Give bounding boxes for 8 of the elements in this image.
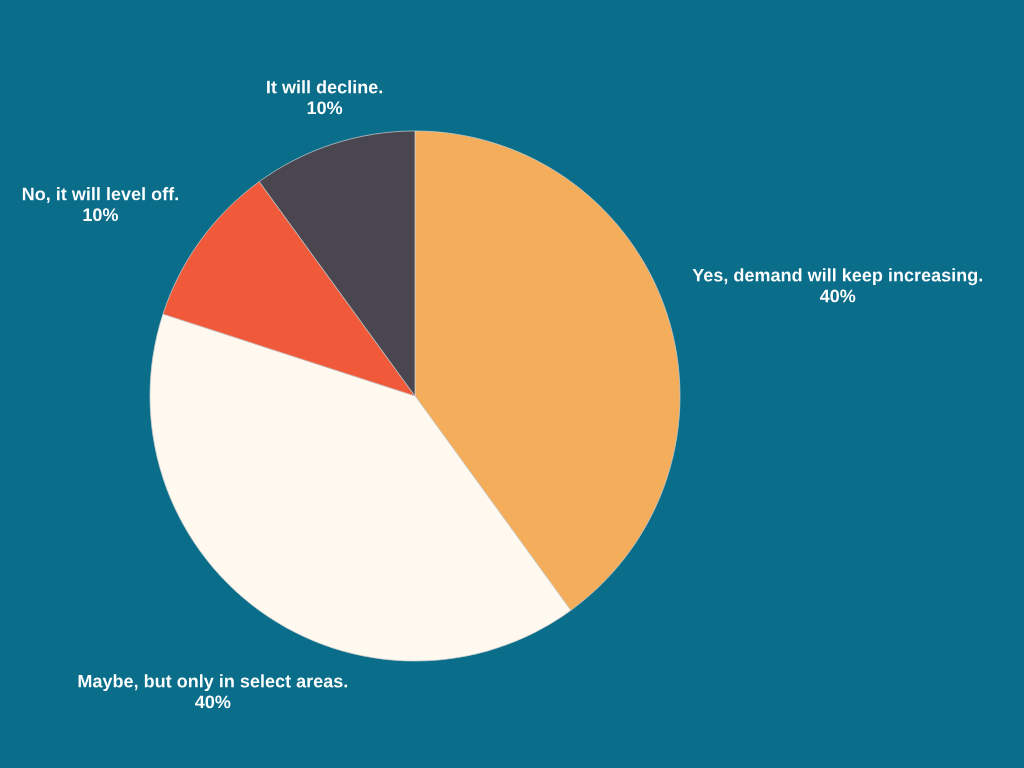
slice-label: Maybe, but only in select areas. bbox=[78, 674, 348, 692]
data-label: 10% bbox=[307, 101, 343, 115]
data-label: 40% bbox=[195, 695, 231, 709]
slice-label: Yes, demand will keep increasing. bbox=[692, 268, 983, 286]
data-label: 10% bbox=[83, 208, 119, 222]
data-label: 40% bbox=[819, 289, 856, 303]
slice-label: It will decline. bbox=[267, 80, 383, 94]
slice-label: No, it will level off. bbox=[22, 187, 178, 203]
